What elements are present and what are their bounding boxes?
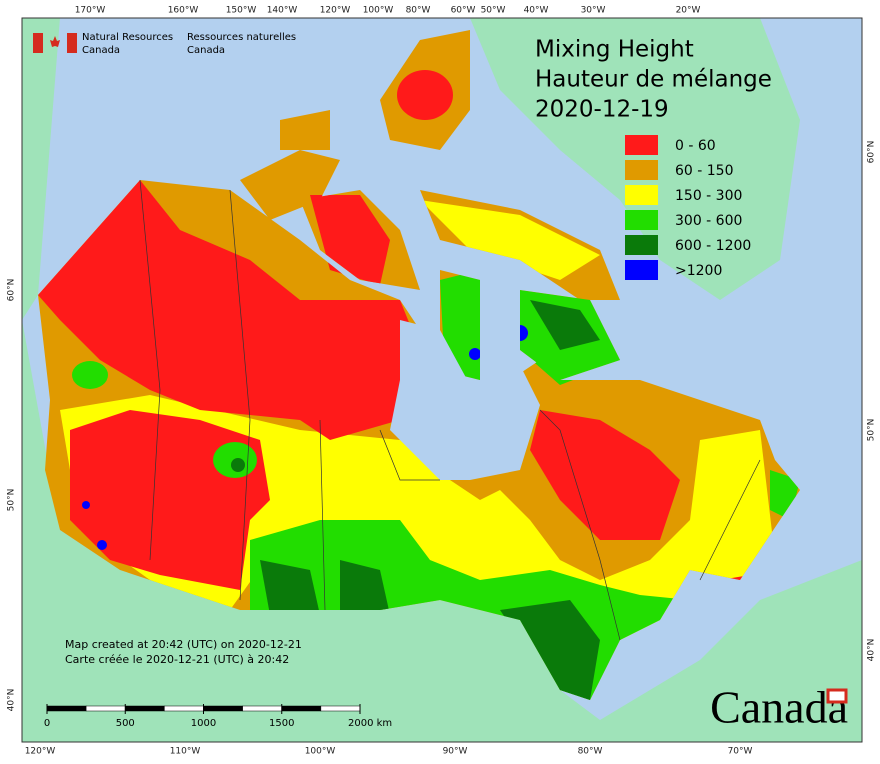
hudson-bay bbox=[390, 320, 540, 480]
longitude-label: 100°W bbox=[363, 6, 394, 16]
scale-label: 2000 km bbox=[348, 718, 392, 729]
legend-swatch bbox=[625, 210, 658, 230]
longitude-label: 110°W bbox=[170, 747, 201, 757]
latitude-label: 60°N bbox=[867, 141, 877, 164]
longitude-label: 170°W bbox=[75, 6, 106, 16]
scale-segment bbox=[164, 705, 204, 712]
zone bbox=[340, 560, 390, 615]
legend-swatch bbox=[625, 235, 658, 255]
longitude-label: 50°W bbox=[481, 6, 506, 16]
legend-swatch bbox=[625, 185, 658, 205]
frame bbox=[21, 17, 863, 743]
scale-segment bbox=[46, 705, 87, 712]
zone bbox=[231, 458, 245, 472]
scale-label: 1500 bbox=[269, 718, 294, 729]
longitude-label: 60°W bbox=[451, 6, 476, 16]
map-body bbox=[22, 18, 862, 742]
wordmark-flag bbox=[826, 688, 848, 704]
legend-label: 600 - 1200 bbox=[675, 238, 751, 254]
logo: Natural Resources Canada Ressources natu… bbox=[33, 32, 296, 56]
legend-label: 60 - 150 bbox=[675, 163, 734, 179]
longitude-label: 100°W bbox=[305, 747, 336, 757]
longitude-label: 90°W bbox=[443, 747, 468, 757]
scale-segment bbox=[85, 705, 126, 712]
note: Carte créée le 2020-12-21 (UTC) à 20:42 bbox=[65, 653, 289, 666]
agency-en: Natural Resources bbox=[82, 32, 173, 43]
latitude-label: 40°N bbox=[867, 639, 877, 662]
legend-label: 150 - 300 bbox=[675, 188, 742, 204]
title: 2020-12-19 bbox=[535, 97, 669, 123]
longitude-label: 40°W bbox=[524, 6, 549, 16]
zone bbox=[500, 600, 600, 700]
longitude-label: 70°W bbox=[728, 747, 753, 757]
flag-leaf bbox=[50, 36, 60, 47]
scale-label: 1000 bbox=[191, 718, 216, 729]
scale-segment bbox=[281, 705, 322, 712]
agency-fr: Ressources naturelles bbox=[187, 32, 296, 43]
longitude-label: 160°W bbox=[168, 6, 199, 16]
zone bbox=[97, 540, 107, 550]
longitude-label: 20°W bbox=[676, 6, 701, 16]
graticule-labels: 170°W 160°W 150°W 140°W 120°W 100°W 80°W 60°W 50… bbox=[7, 6, 877, 757]
zone bbox=[530, 300, 600, 350]
scale-label: 500 bbox=[116, 718, 135, 729]
scale-segment bbox=[203, 705, 243, 712]
longitude-label: 120°W bbox=[25, 747, 56, 757]
agency-fr: Canada bbox=[187, 45, 225, 56]
legend-label: >1200 bbox=[675, 263, 722, 279]
latitude-label: 60°N bbox=[7, 279, 17, 302]
zone bbox=[530, 410, 680, 540]
flag-bar bbox=[67, 33, 77, 53]
scale-bar: 0 500 1000 1500 2000 km bbox=[44, 704, 392, 729]
note: Map created at 20:42 (UTC) on 2020-12-21 bbox=[65, 638, 302, 651]
longitude-label: 80°W bbox=[406, 6, 431, 16]
flag-bar bbox=[33, 33, 43, 53]
longitude-label: 120°W bbox=[320, 6, 351, 16]
title: Mixing Height bbox=[535, 37, 694, 63]
legend-swatch bbox=[625, 260, 658, 280]
scale-segment bbox=[320, 705, 361, 712]
scale-segment bbox=[242, 705, 282, 712]
zone bbox=[469, 348, 481, 360]
zone bbox=[260, 560, 320, 615]
province-border bbox=[139, 179, 761, 641]
longitude-label: 30°W bbox=[581, 6, 606, 16]
legend-label: 0 - 60 bbox=[675, 138, 716, 154]
zone bbox=[72, 361, 108, 389]
legend: 0 - 60 60 - 150 150 - 300 300 - 600 600 - 12… bbox=[625, 135, 751, 280]
legend-label: 300 - 600 bbox=[675, 213, 742, 229]
longitude-label: 80°W bbox=[578, 747, 603, 757]
longitude-label: 140°W bbox=[267, 6, 298, 16]
wordmark: Canada bbox=[710, 682, 848, 733]
latitude-label: 50°N bbox=[7, 489, 17, 512]
zone bbox=[420, 200, 600, 280]
legend-swatch bbox=[625, 135, 658, 155]
scale-segment bbox=[125, 705, 165, 712]
scale-label: 0 bbox=[44, 718, 50, 729]
latitude-label: 40°N bbox=[7, 689, 17, 712]
united-states bbox=[22, 320, 862, 742]
legend-swatch bbox=[625, 160, 658, 180]
zone bbox=[397, 70, 453, 120]
zone bbox=[82, 501, 90, 509]
alaska bbox=[22, 18, 60, 320]
latitude-label: 50°N bbox=[867, 419, 877, 442]
zone bbox=[38, 180, 420, 440]
agency-en: Canada bbox=[82, 45, 120, 56]
longitude-label: 150°W bbox=[226, 6, 257, 16]
greenland bbox=[470, 18, 800, 300]
title: Hauteur de mélange bbox=[535, 67, 772, 93]
